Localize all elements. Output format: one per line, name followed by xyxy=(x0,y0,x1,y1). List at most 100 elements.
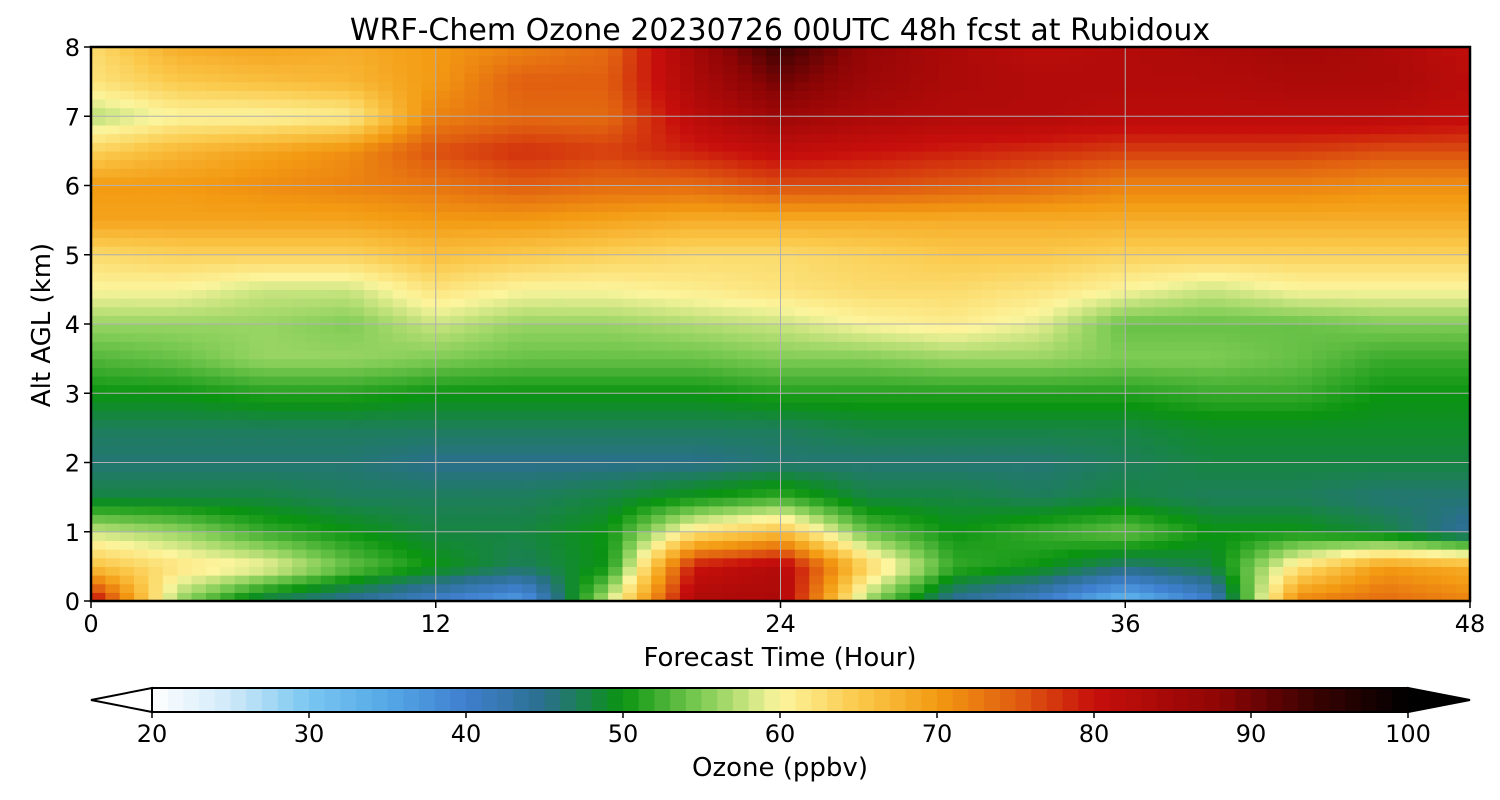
heat-cell xyxy=(1225,410,1241,420)
heat-cell xyxy=(249,453,264,464)
heat-cell xyxy=(134,142,150,152)
heat-cell xyxy=(478,505,494,516)
heat-cell xyxy=(507,375,523,386)
heat-cell xyxy=(622,263,638,273)
heat-cell xyxy=(766,272,782,282)
heat-cell xyxy=(1426,410,1442,420)
heat-cell xyxy=(550,332,566,342)
heat-cell xyxy=(1010,220,1026,230)
heat-cell xyxy=(1283,367,1299,377)
heat-cell xyxy=(1355,254,1371,265)
heat-cell xyxy=(924,410,940,420)
heat-cell xyxy=(895,367,911,377)
heat-cell xyxy=(967,384,983,394)
heat-cell xyxy=(852,324,868,334)
heat-cell xyxy=(263,375,279,386)
heat-cell xyxy=(952,159,968,169)
heat-cell xyxy=(421,479,437,490)
heat-cell xyxy=(421,367,437,377)
heat-cell xyxy=(464,202,480,213)
heat-cell xyxy=(91,479,106,490)
heat-cell xyxy=(1355,367,1371,377)
heat-cell xyxy=(1039,349,1055,360)
heat-cell xyxy=(665,202,681,213)
heat-cell xyxy=(1311,150,1327,161)
heat-cell xyxy=(148,410,164,420)
heat-cell xyxy=(320,298,336,308)
heat-cell xyxy=(550,306,566,316)
heat-cell xyxy=(1355,332,1371,342)
heat-cell xyxy=(1240,384,1256,394)
heat-cell xyxy=(1225,436,1241,446)
heat-cell xyxy=(1254,557,1270,567)
heat-cell xyxy=(593,419,609,429)
heat-cell xyxy=(1067,540,1083,550)
heat-cell xyxy=(1268,401,1284,412)
heat-cell xyxy=(1225,375,1241,386)
heat-cell xyxy=(852,514,868,524)
heat-cell xyxy=(1355,540,1371,550)
heat-cell xyxy=(249,202,264,213)
heat-cell xyxy=(378,531,394,542)
heat-cell xyxy=(1369,436,1385,446)
heat-cell xyxy=(134,384,150,394)
heat-cell xyxy=(263,471,279,481)
heat-cell xyxy=(579,306,595,316)
heat-cell xyxy=(1110,176,1126,187)
heat-cell xyxy=(1268,566,1284,576)
heat-cell xyxy=(1096,194,1112,204)
heat-cell xyxy=(1010,332,1026,342)
heat-cell xyxy=(363,505,379,516)
heat-cell xyxy=(162,592,178,602)
heat-cell xyxy=(1082,289,1098,299)
heat-cell xyxy=(1211,150,1227,161)
heat-cell xyxy=(1053,384,1069,394)
heat-cell xyxy=(249,228,264,239)
heat-cell xyxy=(1383,566,1399,576)
heat-cell xyxy=(205,540,221,550)
heat-cell xyxy=(924,375,940,386)
heat-cell xyxy=(521,566,537,576)
heat-cell xyxy=(794,419,810,429)
heat-cell xyxy=(1426,358,1442,368)
heat-cell xyxy=(780,237,796,247)
heat-cell xyxy=(1168,453,1184,464)
heat-cell xyxy=(349,497,365,507)
heat-cell xyxy=(1225,427,1241,438)
heat-cell xyxy=(378,401,394,412)
heat-cell xyxy=(1254,436,1270,446)
heat-cell xyxy=(679,540,695,550)
heat-cell xyxy=(737,341,753,351)
heat-cell xyxy=(1197,410,1213,420)
heat-cell xyxy=(478,202,494,213)
heat-cell xyxy=(794,315,810,325)
heat-cell xyxy=(866,488,882,498)
heat-cell xyxy=(852,436,868,446)
heat-cell xyxy=(1297,427,1313,438)
heat-cell xyxy=(1268,280,1284,290)
heat-cell xyxy=(636,332,652,342)
heat-cell xyxy=(1082,453,1098,464)
heat-cell xyxy=(1067,306,1083,316)
heat-cell xyxy=(665,159,681,169)
heat-cell xyxy=(392,505,408,516)
heat-cell xyxy=(1297,246,1313,256)
heat-cell xyxy=(837,332,853,342)
heat-cell xyxy=(1311,488,1327,498)
heat-cell xyxy=(1139,514,1155,524)
heat-cell xyxy=(1168,375,1184,386)
heat-cell xyxy=(450,220,466,230)
heat-cell xyxy=(751,410,767,420)
heat-cell xyxy=(895,453,911,464)
heat-cell xyxy=(608,194,624,204)
heat-cell xyxy=(593,332,609,342)
heat-cell xyxy=(1153,228,1169,239)
heat-cell xyxy=(1225,384,1241,394)
heat-cell xyxy=(91,168,106,178)
heat-cell xyxy=(1110,168,1126,178)
heat-cell xyxy=(608,401,624,412)
heat-cell xyxy=(493,349,509,360)
heat-cell xyxy=(593,211,609,221)
heat-cell xyxy=(91,220,106,230)
heat-cell xyxy=(866,341,882,351)
